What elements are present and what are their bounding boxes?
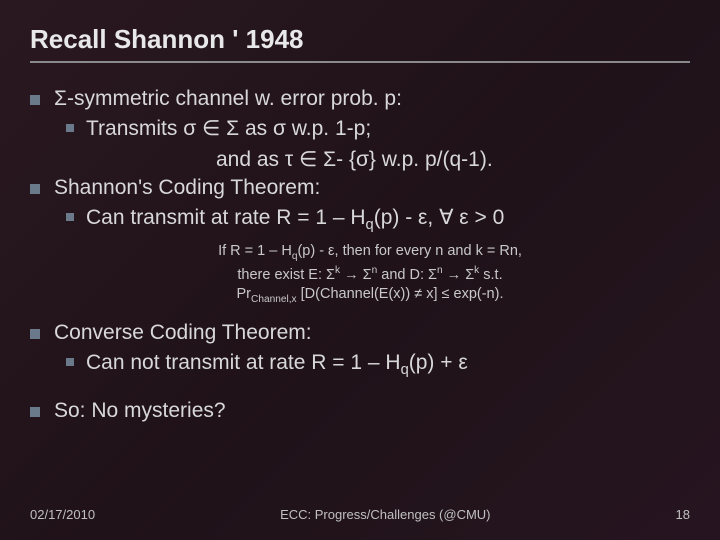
bullet-1a-cont: and as τ ∈ Σ- {σ} w.p. p/(q-1). — [216, 146, 690, 174]
square-bullet-icon — [66, 124, 74, 132]
footer-page-number: 18 — [676, 507, 690, 522]
slide-container: Recall Shannon ' 1948 Σ-symmetric channe… — [0, 0, 720, 540]
note-l2-m2: and D: Σ — [377, 267, 437, 283]
note-l2-pre: there exist E: Σ — [237, 267, 335, 283]
bullet-2-text: Shannon's Coding Theorem: — [54, 174, 320, 202]
bullet-3a-sub: q — [401, 363, 409, 379]
note-l3-post: [D(Channel(E(x)) ≠ x] ≤ exp(-n). — [297, 286, 504, 302]
bullet-4: So: No mysteries? — [30, 397, 690, 425]
bullet-2: Shannon's Coding Theorem: — [30, 174, 690, 202]
bullet-1a: Transmits σ ∈ Σ as σ w.p. 1-p; — [66, 115, 690, 143]
note-l2-m1: → Σ — [340, 267, 372, 283]
bullet-3a-pre: Can not transmit at rate R = 1 – H — [86, 351, 401, 374]
square-bullet-icon — [30, 184, 40, 194]
note-l1-pre: If R = 1 – H — [218, 243, 292, 259]
note-line-3: PrChannel,x [D(Channel(E(x)) ≠ x] ≤ exp(… — [90, 285, 650, 307]
title-underline — [30, 61, 690, 63]
square-bullet-icon — [66, 213, 74, 221]
note-line-2: there exist E: Σk → Σn and D: Σn → Σk s.… — [90, 264, 650, 285]
square-bullet-icon — [30, 407, 40, 417]
bullet-3-sub: Can not transmit at rate R = 1 – Hq(p) +… — [66, 349, 690, 381]
slide-footer: 02/17/2010 ECC: Progress/Challenges (@CM… — [30, 507, 690, 522]
note-line-1: If R = 1 – Hq(p) - ε, then for every n a… — [90, 242, 650, 264]
bullet-3: Converse Coding Theorem: — [30, 319, 690, 347]
footer-date: 02/17/2010 — [30, 507, 95, 522]
note-l1-post: (p) - ε, then for every n and k = Rn, — [297, 243, 521, 259]
bullet-2a-sub: q — [366, 218, 374, 234]
bullet-3a: Can not transmit at rate R = 1 – Hq(p) +… — [66, 349, 690, 381]
square-bullet-icon — [30, 95, 40, 105]
slide-title: Recall Shannon ' 1948 — [30, 24, 690, 55]
bullet-1: Σ-symmetric channel w. error prob. p: — [30, 85, 690, 113]
bullet-2a: Can transmit at rate R = 1 – Hq(p) - ε, … — [66, 204, 690, 236]
square-bullet-icon — [66, 358, 74, 366]
bullet-3a-text: Can not transmit at rate R = 1 – Hq(p) +… — [86, 349, 468, 381]
note-l2-m3: → Σ — [443, 267, 475, 283]
footer-title: ECC: Progress/Challenges (@CMU) — [95, 507, 675, 522]
slide-content: Σ-symmetric channel w. error prob. p: Tr… — [30, 85, 690, 507]
bullet-2a-pre: Can transmit at rate R = 1 – H — [86, 206, 366, 229]
bullet-3-text: Converse Coding Theorem: — [54, 319, 312, 347]
bullet-2-sub: Can transmit at rate R = 1 – Hq(p) - ε, … — [66, 204, 690, 236]
bullet-4-text: So: No mysteries? — [54, 397, 226, 425]
bullet-1-text: Σ-symmetric channel w. error prob. p: — [54, 85, 402, 113]
theorem-note: If R = 1 – Hq(p) - ε, then for every n a… — [90, 242, 650, 307]
bullet-1a-text: Transmits σ ∈ Σ as σ w.p. 1-p; — [86, 115, 371, 143]
note-l3-sub: Channel,x — [251, 294, 297, 305]
bullet-1-sub: Transmits σ ∈ Σ as σ w.p. 1-p; and as τ … — [66, 115, 690, 174]
bullet-3a-post: (p) + ε — [409, 351, 468, 374]
note-l3-pre: Pr — [237, 286, 252, 302]
square-bullet-icon — [30, 329, 40, 339]
bullet-2a-post: (p) - ε, ∀ ε > 0 — [374, 206, 505, 229]
bullet-2a-text: Can transmit at rate R = 1 – Hq(p) - ε, … — [86, 204, 504, 236]
spacer — [30, 383, 690, 397]
note-l2-post: s.t. — [479, 267, 502, 283]
